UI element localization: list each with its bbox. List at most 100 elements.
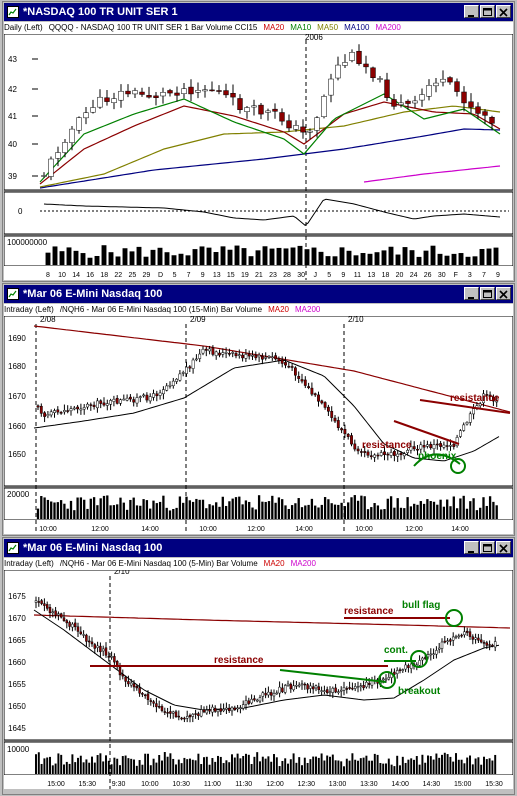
price-bar [119, 399, 122, 404]
price-bar [432, 444, 436, 449]
volume-bar [376, 754, 379, 774]
volume-bar [172, 508, 175, 519]
volume-bar [257, 495, 261, 519]
price-bar [51, 611, 55, 614]
intraday-5min-chart[interactable]: 1675 1670 1665 1660 1655 1650 1645 2/10 resistan… [4, 570, 513, 793]
price-bar [221, 352, 225, 355]
price-bar [227, 707, 231, 712]
volume-bar [261, 501, 264, 519]
volume-bar [86, 508, 89, 519]
volume-bar [87, 257, 93, 265]
volume-bar [396, 755, 399, 774]
price-bar [356, 50, 362, 64]
x-tick-label: 9 [201, 272, 205, 279]
volume-bar [224, 505, 228, 519]
price-bar [353, 443, 357, 450]
window-title-bar[interactable]: *Mar 06 E-Mini Nasdaq 100 [4, 285, 513, 303]
volume-bar [340, 502, 343, 519]
volume-bar [403, 508, 406, 519]
volume-bar [206, 247, 212, 265]
price-bar [309, 685, 312, 689]
info-item: MA10 [290, 23, 312, 32]
volume-bar [73, 250, 79, 265]
volume-bar [125, 509, 129, 519]
price-bar [188, 86, 194, 95]
volume-bar [343, 766, 345, 774]
volume-bar [161, 760, 163, 774]
volume-bar [304, 249, 310, 265]
volume-bar [311, 247, 317, 265]
info-item: Daily (Left) [4, 23, 43, 32]
price-bar [180, 717, 183, 720]
volume-bar [387, 758, 390, 774]
price-bar [418, 660, 421, 666]
volume-bar [330, 503, 333, 519]
info-item: MA200 [290, 559, 316, 568]
close-button[interactable] [496, 5, 511, 18]
window-title-bar[interactable]: *Mar 06 E-Mini Nasdaq 100 [4, 539, 513, 557]
volume-bar [304, 505, 307, 519]
volume-bar [77, 757, 79, 774]
volume-bar [267, 501, 271, 519]
minimize-button[interactable] [464, 5, 479, 18]
price-bar [82, 634, 85, 636]
price-bar [204, 348, 208, 351]
x-tick-label: 13 [213, 272, 221, 279]
volume-bar [388, 246, 394, 265]
price-bar [146, 693, 150, 701]
price-bar [339, 689, 343, 692]
price-bar [149, 700, 153, 702]
volume-bar [99, 498, 102, 519]
volume-bar [424, 762, 427, 774]
intraday-5min-window[interactable]: *Mar 06 E-Mini Nasdaq 100 Intraday (Left… [2, 537, 515, 795]
price-bar [356, 448, 360, 452]
volume-bar [284, 758, 287, 774]
info-item: QQQQ - NASDAQ 100 TR UNIT SER 1 Bar Volu… [48, 23, 258, 32]
price-bar [491, 396, 495, 402]
maximize-button[interactable] [480, 287, 495, 300]
price-bar [43, 603, 46, 606]
volume-bar [462, 495, 465, 519]
minimize-icon [468, 15, 474, 17]
price-bar [384, 678, 388, 681]
chart-window-icon [7, 6, 19, 18]
price-bar [454, 636, 458, 638]
x-tick-label: 20 [396, 272, 404, 279]
volume-bar [40, 763, 43, 774]
volume-bar [203, 757, 205, 774]
volume-bar [409, 506, 413, 519]
volume-bar [261, 756, 264, 774]
x-tick-label: 10 [58, 272, 66, 279]
close-button[interactable] [496, 541, 511, 554]
price-bar [97, 96, 103, 108]
volume-bar [186, 759, 189, 774]
minimize-button[interactable] [464, 287, 479, 300]
volume-bar [390, 764, 393, 774]
price-bar [37, 601, 41, 603]
price-bar [244, 700, 248, 705]
daily-chart-window[interactable]: *NASDAQ 100 TR UNIT SER 1 Daily (Left) QQ… [2, 1, 515, 282]
volume-bar [457, 759, 460, 774]
maximize-button[interactable] [480, 541, 495, 554]
price-bar [148, 396, 152, 402]
volume-bar [164, 252, 170, 265]
price-bar [222, 708, 225, 712]
volume-bar [435, 753, 438, 774]
x-tick-label: 10:30 [172, 781, 190, 788]
price-bar [166, 712, 169, 714]
intraday-15min-chart[interactable]: 1690 1680 1670 1660 1650 2/08 2/09 2/10 resistan… [4, 316, 513, 534]
phoenix-annotation: phoenix [418, 451, 457, 462]
maximize-button[interactable] [480, 5, 495, 18]
x-tick-label: 14:00 [391, 781, 409, 788]
window-title-bar[interactable]: *NASDAQ 100 TR UNIT SER 1 [4, 3, 513, 21]
price-bar [345, 688, 349, 690]
price-bar [433, 82, 439, 87]
price-bar [320, 690, 323, 692]
minimize-button[interactable] [464, 541, 479, 554]
price-bar [135, 397, 139, 404]
close-button[interactable] [496, 287, 511, 300]
price-bar [449, 639, 452, 642]
intraday-15min-window[interactable]: *Mar 06 E-Mini Nasdaq 100 Intraday (Left… [2, 283, 515, 536]
volume-bar [144, 753, 147, 774]
